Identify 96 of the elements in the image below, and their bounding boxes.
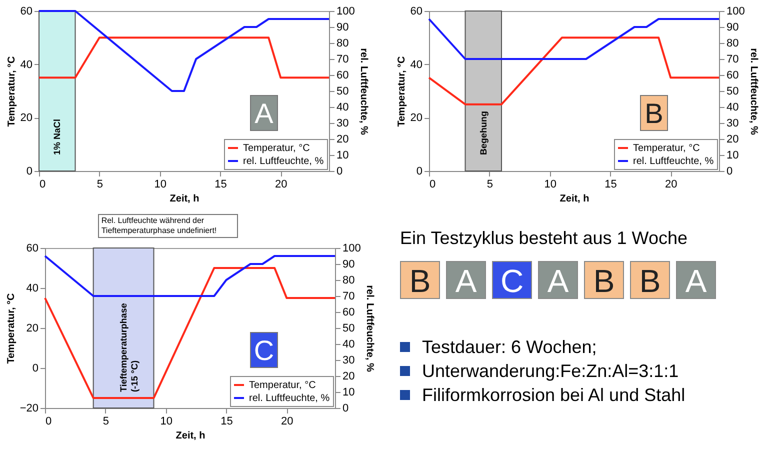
y2-tick-label: 30 [336, 118, 349, 130]
y-tick-label: 60 [410, 6, 422, 18]
y2-tick-label: 0 [342, 402, 349, 414]
y2-tick-label: 60 [342, 306, 355, 318]
y-tick-label: 20 [410, 112, 422, 124]
letter-box: A [676, 261, 716, 299]
y-tick-label: 0 [416, 166, 422, 178]
letter-box: B [400, 261, 440, 299]
text: Unterwanderung:Fe:Zn:Al=3:1:1 [422, 360, 679, 383]
y-tick-label: 40 [410, 58, 422, 71]
x-tick-label: 15 [214, 178, 227, 190]
y2-tick-label: 30 [342, 354, 355, 366]
x-axis-title: Zeit, h [170, 194, 200, 204]
y-tick-label: 60 [20, 6, 32, 18]
y-tick-label: 60 [26, 242, 38, 254]
y2-tick-label: 0 [726, 166, 733, 178]
y2-tick-label: 20 [342, 370, 355, 382]
band-label: Begehung [478, 111, 488, 155]
y-tick-label: −20 [20, 402, 38, 414]
legend-label: rel. Luftfeuchte, % [249, 393, 330, 404]
y2-tick-label: 60 [726, 70, 739, 82]
letter-box: A [250, 95, 278, 131]
y-tick-label: 0 [26, 166, 32, 178]
y2-tick-label: 60 [336, 70, 349, 82]
letter-box: B [640, 95, 668, 131]
y2-tick-label: 80 [336, 38, 349, 50]
line-series [38, 10, 330, 92]
y2-tick-label: 90 [336, 22, 349, 34]
x-tick-label: 5 [102, 416, 109, 428]
letter-box: A [538, 261, 578, 299]
legend-label: Temperatur, °C [249, 380, 316, 391]
y2-tick-label: 10 [336, 150, 349, 162]
y-tick-label: 40 [26, 282, 38, 294]
x-tick-label: 5 [486, 178, 493, 190]
legend-label: rel. Luftfeuchte, % [633, 156, 714, 167]
x-axis-title: Zeit, h [560, 194, 590, 204]
line-series [44, 255, 336, 297]
y2-tick-label: 10 [726, 150, 739, 162]
y-tick-label: 20 [20, 112, 32, 124]
y2-tick-label: 90 [342, 258, 355, 270]
y2-tick-label: 50 [342, 322, 355, 334]
x-tick-label: 15 [220, 416, 233, 428]
y-tick-label: 40 [20, 58, 32, 71]
note-box: Rel. Luftfeuchte während der Tieftemperaturphase undefiniert! [98, 214, 238, 238]
y2-tick-label: 100 [726, 6, 745, 18]
y2-tick-label: 40 [342, 338, 355, 350]
x-tick-label: 20 [281, 416, 294, 428]
y2-axis-title: rel. Luftfeuchte, % [748, 48, 759, 135]
y2-tick-label: 50 [336, 86, 349, 98]
y2-tick-label: 0 [336, 166, 343, 178]
x-tick-label: 0 [46, 416, 52, 428]
text: Filiformkorrosion bei Al und Stahl [422, 384, 686, 407]
y2-tick-label: 100 [342, 242, 361, 254]
x-tick-label: 15 [604, 178, 617, 190]
y2-tick-label: 80 [342, 274, 355, 286]
y2-tick-label: 100 [336, 6, 355, 18]
y-axis-title: Temperatur, °C [6, 293, 17, 364]
legend-label: Temperatur, °C [243, 143, 310, 154]
band-label: Tieftemperaturphase (-15 °C) [118, 303, 140, 392]
y-axis-title: Temperatur, °C [396, 56, 408, 127]
y2-axis-title: rel. Luftfeuchte, % [364, 285, 375, 372]
x-tick-label: 10 [544, 178, 556, 190]
text: Ein Testzyklus besteht aus 1 Woche [400, 228, 688, 249]
y2-tick-label: 50 [726, 86, 739, 98]
y-axis-title: Temperatur, °C [6, 56, 18, 127]
letter-box: B [584, 261, 624, 299]
y2-tick-label: 70 [726, 54, 739, 66]
legend-label: rel. Luftfeuchte, % [243, 156, 324, 167]
x-tick-label: 5 [96, 178, 103, 190]
letter-box: C [250, 332, 278, 368]
y2-tick-label: 40 [726, 102, 739, 114]
y2-tick-label: 20 [726, 134, 739, 146]
text: Testdauer: 6 Wochen; [422, 336, 597, 359]
y2-tick-label: 80 [726, 38, 739, 50]
x-axis-title: Zeit, h [176, 430, 206, 442]
letter-box: C [492, 261, 532, 299]
y2-tick-label: 90 [726, 22, 739, 34]
x-tick-label: 10 [160, 416, 172, 428]
x-tick-label: 10 [154, 178, 166, 190]
y2-tick-label: 70 [336, 54, 349, 66]
x-tick-label: 20 [275, 178, 288, 190]
x-tick-label: 20 [665, 178, 678, 190]
y2-tick-label: 20 [336, 134, 349, 146]
y2-tick-label: 70 [342, 290, 355, 302]
y-tick-label: 20 [26, 322, 38, 334]
legend-label: Temperatur, °C [633, 143, 700, 154]
band-label: 1% NaCl [52, 118, 62, 155]
letter-box: A [446, 261, 486, 299]
y2-tick-label: 40 [336, 102, 349, 114]
y-tick-label: 0 [32, 362, 38, 374]
x-tick-label: 0 [430, 178, 436, 190]
x-tick-label: 0 [40, 178, 46, 190]
y2-tick-label: 10 [342, 386, 355, 398]
y2-tick-label: 30 [726, 118, 739, 130]
letter-box: B [630, 261, 670, 299]
y2-axis-title: rel. Luftfeuchte, % [358, 48, 369, 135]
